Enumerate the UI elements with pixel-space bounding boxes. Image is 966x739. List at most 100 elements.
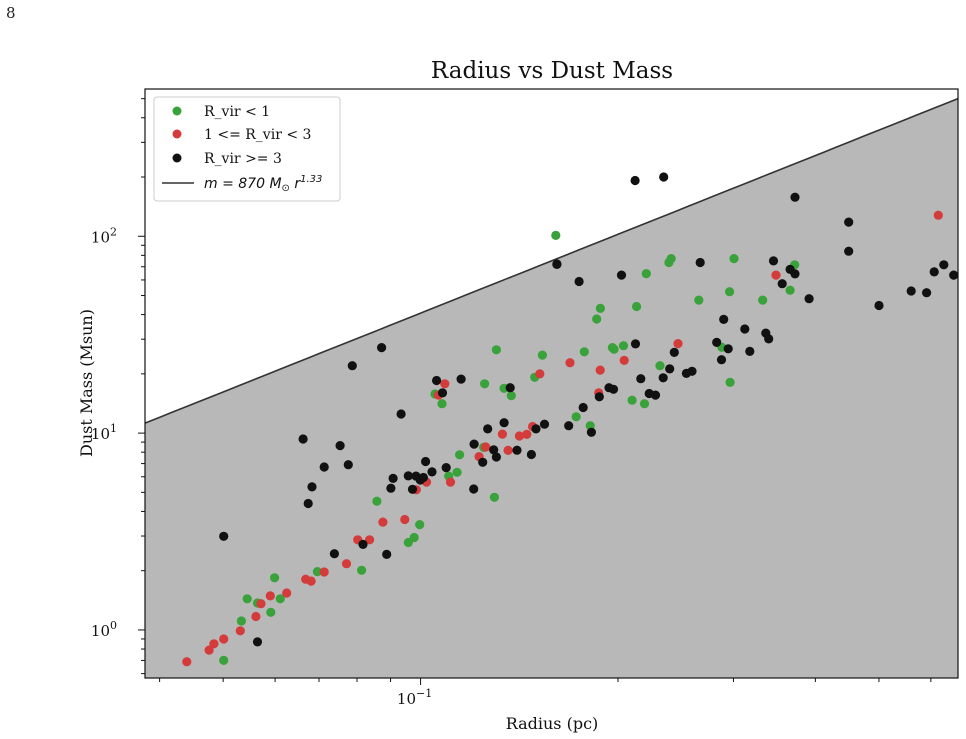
data-point [358, 539, 368, 550]
data-point [939, 260, 949, 270]
data-point [415, 520, 425, 530]
data-point [445, 477, 456, 487]
data-point [725, 377, 735, 387]
data-point [771, 270, 781, 280]
data-point [219, 634, 229, 644]
data-point [630, 339, 641, 349]
y-tick-label: 101 [91, 422, 117, 443]
data-point [526, 449, 537, 460]
data-point [182, 657, 192, 667]
data-point [531, 424, 541, 434]
data-point [539, 419, 550, 429]
data-point [235, 626, 245, 636]
data-point [729, 254, 739, 264]
data-point [719, 314, 729, 324]
ticks-layer: 10−1 100 101 102 [91, 98, 932, 708]
data-point [632, 301, 642, 312]
data-point [307, 482, 317, 492]
data-point [407, 484, 418, 494]
data-point [790, 192, 800, 202]
points-layer [182, 172, 958, 667]
data-point [571, 412, 581, 422]
data-point [386, 483, 396, 493]
data-point [745, 346, 755, 356]
data-point [478, 457, 488, 467]
data-point [687, 366, 697, 376]
data-point [343, 460, 353, 470]
data-point [378, 517, 388, 527]
data-point [712, 337, 722, 347]
data-point [432, 375, 442, 386]
data-point [335, 441, 345, 451]
data-point [725, 287, 735, 297]
data-point [505, 383, 515, 393]
data-point [630, 175, 640, 186]
data-point [804, 294, 814, 304]
data-point [906, 286, 916, 296]
data-point [312, 567, 322, 577]
data-point [929, 267, 939, 277]
data-point [616, 270, 627, 280]
legend: R_vir < 1 1 <= R_vir < 3 R_vir >= 3 m = … [153, 96, 341, 202]
data-point [252, 637, 263, 647]
data-point [669, 347, 679, 357]
data-point [595, 303, 606, 313]
data-point [357, 565, 367, 575]
data-point [665, 364, 675, 374]
data-point [655, 361, 665, 371]
x-tick-label: 10−1 [397, 687, 432, 708]
data-point [437, 388, 448, 398]
data-point [574, 276, 584, 287]
data-point [489, 445, 499, 455]
data-point [491, 452, 501, 462]
data-point [481, 442, 491, 452]
data-point [512, 445, 522, 455]
data-point [256, 599, 266, 609]
data-point [377, 343, 387, 353]
data-point [758, 295, 768, 305]
data-point [452, 467, 462, 477]
shaded-region [145, 98, 958, 678]
data-point [641, 269, 651, 279]
data-point [716, 355, 727, 365]
data-point [586, 427, 597, 437]
data-point [618, 341, 629, 351]
data-point [251, 611, 261, 622]
data-point [275, 594, 285, 604]
data-point [469, 484, 479, 494]
fit-label-mid: r [290, 176, 301, 192]
data-point [266, 607, 276, 617]
data-point [503, 445, 513, 455]
data-point [608, 384, 619, 394]
plot-frame [144, 88, 959, 679]
legend-label-rvir-1-3: 1 <= R_vir < 3 [204, 127, 311, 143]
x-axis-label: Radius (pc) [506, 714, 599, 733]
fit-line [145, 97, 958, 424]
data-point [499, 418, 509, 428]
data-point [874, 300, 884, 311]
data-point [522, 429, 532, 439]
data-point [409, 532, 419, 543]
data-point [594, 392, 604, 402]
data-point [627, 395, 637, 405]
data-point [740, 324, 750, 334]
data-point [764, 334, 774, 344]
data-point [455, 450, 465, 460]
data-point [790, 269, 800, 279]
data-point [219, 531, 229, 541]
data-point [480, 379, 490, 389]
data-point [270, 573, 280, 583]
shaded-region-layer [145, 97, 958, 678]
fit-label-prefix: m = 870 M [204, 176, 282, 192]
data-point [636, 374, 646, 384]
data-point [319, 462, 329, 472]
data-point [666, 254, 676, 264]
data-point [421, 456, 431, 467]
data-point [777, 279, 787, 289]
data-point [242, 594, 252, 604]
chart-title: Radius vs Dust Mass [431, 58, 673, 84]
data-point [382, 549, 392, 560]
legend-marker-rvir-1-3 [172, 129, 182, 139]
data-point [427, 467, 437, 477]
